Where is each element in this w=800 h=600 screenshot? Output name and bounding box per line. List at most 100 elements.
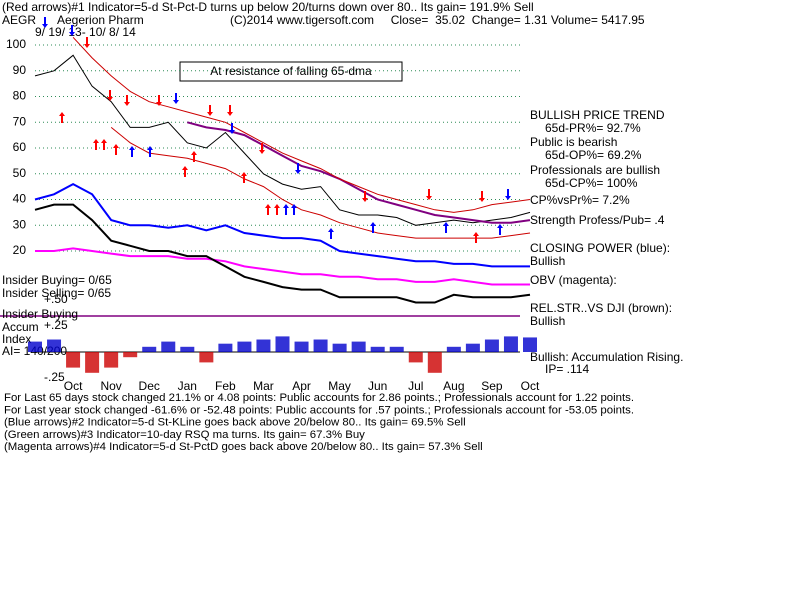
footer-line: For Last year stock changed -61.6% or -5…: [4, 404, 634, 416]
company: Aegerion Pharm: [57, 13, 144, 27]
signal-arrow-head: [505, 196, 511, 200]
insider-label: Accum: [2, 320, 39, 334]
signal-arrow-head: [295, 170, 301, 174]
header-line: (Red arrows)#1 Indicator=5-d St-Pct-D tu…: [2, 0, 534, 14]
x-tick-label: Jan: [178, 379, 197, 393]
stat-label: Strength Profess/Pub= .4: [530, 213, 665, 227]
signal-arrow-head: [191, 151, 197, 155]
ai-bar: [503, 336, 518, 352]
signal-arrow-head: [42, 24, 48, 28]
ai-bar: [275, 336, 290, 352]
series-line: [110, 127, 531, 239]
signal-arrow-head: [93, 139, 99, 143]
x-tick-label: May: [328, 379, 351, 393]
signal-arrow-head: [129, 146, 135, 150]
stat-label: Professionals are bullish: [530, 163, 660, 177]
series-line: [187, 121, 531, 224]
ai-bar: [484, 339, 499, 352]
stat-label: Public is bearish: [530, 135, 617, 149]
stat-label: 65d-OP%= 69.2%: [545, 148, 642, 162]
signal-arrow-head: [227, 112, 233, 116]
ai-bar: [256, 339, 271, 352]
stat-label: REL.STR..VS DJI (brown):: [530, 301, 672, 315]
signal-arrow-head: [107, 97, 113, 101]
signal-arrow-head: [370, 222, 376, 226]
ai-bar: [294, 341, 309, 352]
x-tick-label: Aug: [443, 379, 464, 393]
series-line: [34, 54, 531, 226]
y-tick-label: 70: [13, 114, 27, 128]
ai-bar: [465, 343, 480, 352]
signal-arrow-head: [182, 166, 188, 170]
y-tick-label: 80: [13, 89, 27, 103]
ai-bar: [85, 352, 100, 373]
series-line: [34, 203, 531, 304]
x-tick-label: Apr: [292, 379, 311, 393]
signal-arrow-head: [229, 130, 235, 134]
signal-arrow-head: [473, 232, 479, 236]
signal-arrow-head: [265, 204, 271, 208]
x-tick-label: Nov: [100, 379, 121, 393]
x-tick-label: Jul: [408, 379, 423, 393]
signal-arrow-head: [124, 102, 130, 106]
ai-bar: [104, 352, 119, 368]
ai-bar: [523, 337, 537, 352]
ai-tick-label: +.50: [44, 292, 68, 306]
signal-arrow-head: [426, 196, 432, 200]
footer-line: (Blue arrows)#2 Indicator=5-d St-KLine g…: [4, 417, 466, 429]
ai-bar: [370, 346, 385, 352]
stat-label: Bullish: Accumulation Rising.: [530, 350, 683, 364]
signal-arrow-head: [59, 112, 65, 116]
signal-arrow-head: [274, 204, 280, 208]
insider-label: Insider Buying= 0/65: [2, 273, 112, 287]
stat-label: CLOSING POWER (blue):: [530, 241, 670, 255]
ai-bar: [389, 346, 404, 352]
series-line: [34, 182, 530, 268]
footer-line: For Last 65 days stock changed 21.1% or …: [4, 392, 634, 404]
ai-bar: [313, 339, 328, 352]
ai-bar: [28, 341, 42, 352]
ai-bar: [180, 346, 195, 352]
ai-bar: [351, 341, 366, 352]
insider-label: Insider Buying: [2, 307, 78, 321]
ai-tick-label: -.25: [44, 370, 65, 384]
y-tick-label: 40: [13, 192, 27, 206]
ai-bar: [427, 352, 442, 373]
signal-arrow-head: [101, 139, 107, 143]
ai-bar: [446, 346, 461, 352]
ai-bar: [47, 339, 62, 352]
stat-label: BULLISH PRICE TREND: [530, 108, 665, 122]
signal-arrow-head: [84, 44, 90, 48]
signal-arrow-head: [69, 32, 75, 36]
symbol: AEGR: [2, 13, 36, 27]
insider-label: Insider Selling= 0/65: [2, 286, 111, 300]
insider-label: Index: [2, 332, 31, 346]
ai-tick-label: +.25: [44, 318, 68, 332]
x-tick-label: Jun: [368, 379, 387, 393]
signal-arrow-head: [113, 144, 119, 148]
series-line: [35, 247, 530, 286]
ai-bar: [123, 352, 138, 358]
signal-arrow-head: [156, 102, 162, 106]
ai-bar: [142, 346, 157, 352]
stat-label: 65d-PR%= 92.7%: [545, 121, 641, 135]
y-tick-label: 100: [6, 37, 26, 51]
annotation-box: [179, 61, 403, 82]
stat-label: 65d-CP%= 100%: [545, 176, 638, 190]
x-tick-label: Sep: [481, 379, 503, 393]
y-tick-label: 20: [13, 243, 27, 257]
ai-bar: [237, 341, 252, 352]
ai-bar: [161, 341, 176, 352]
y-tick-label: 30: [13, 217, 27, 231]
ai-bar: [199, 352, 214, 363]
signal-arrow-head: [479, 198, 485, 202]
stat-label: OBV (magenta):: [530, 273, 617, 287]
footer-line: (Green arrows)#3 Indicator=10-day RSQ ma…: [4, 429, 365, 441]
x-tick-label: Oct: [64, 379, 83, 393]
stat-label: CP%vsPr%= 7.2%: [530, 193, 630, 207]
ai-bar: [66, 352, 81, 368]
signal-arrow-head: [283, 204, 289, 208]
quote-info: (C)2014 www.tigersoft.com Close= 35.02 C…: [230, 13, 645, 27]
